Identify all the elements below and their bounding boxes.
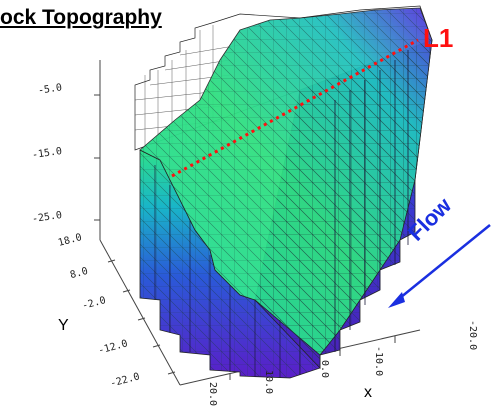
- front-step-lines: [154, 165, 301, 378]
- x-tick-label: 10.0: [263, 370, 274, 395]
- front-face-mesh: [140, 150, 320, 378]
- y-axis-label: Y: [58, 317, 69, 334]
- l1-profile-line: [171, 38, 419, 178]
- figure-title: ock Topography: [0, 6, 162, 29]
- x-tick-label: 20.0: [207, 382, 218, 406]
- l1-label: L1: [423, 23, 454, 53]
- side-face-mesh: [255, 40, 432, 368]
- side-step-lines: [334, 50, 409, 352]
- x-axis-label: x: [364, 384, 372, 401]
- x-tick-label: -10.0: [373, 346, 384, 377]
- flow-arrow: [388, 224, 491, 308]
- x-tick-label: 0.0: [319, 360, 330, 379]
- x-tick-label: -20.0: [467, 320, 478, 351]
